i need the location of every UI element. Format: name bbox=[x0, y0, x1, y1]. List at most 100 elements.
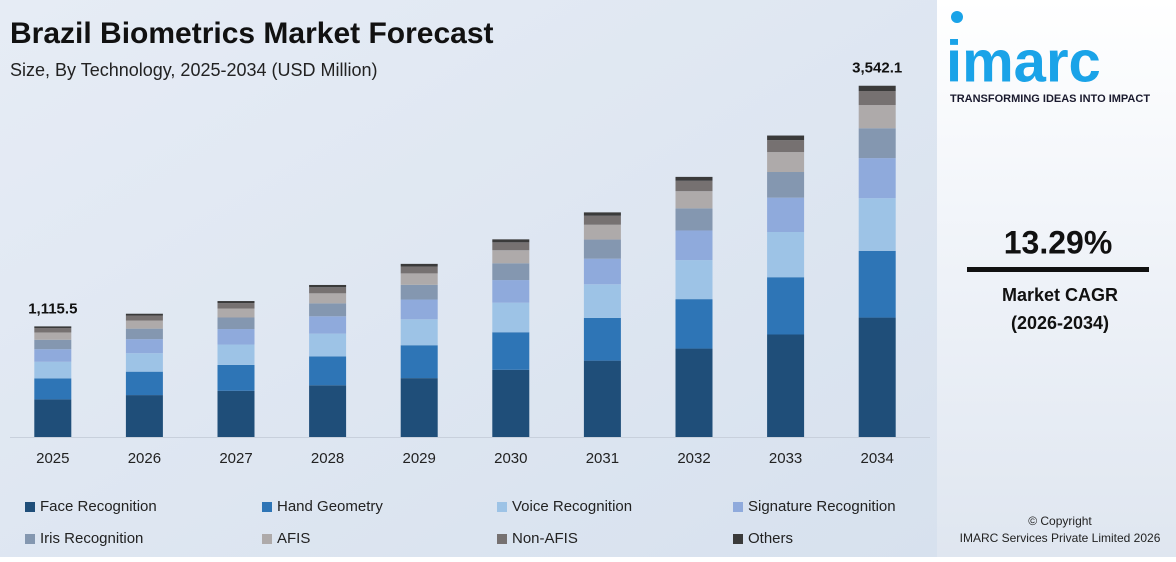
bar-segment bbox=[858, 91, 896, 106]
bar-segment bbox=[309, 385, 347, 437]
legend-swatch bbox=[733, 502, 743, 512]
bar-segment bbox=[34, 339, 72, 350]
x-tick-label: 2026 bbox=[128, 450, 161, 467]
bar-segment bbox=[34, 328, 72, 333]
bar-segment bbox=[767, 334, 805, 437]
bar-segment bbox=[34, 326, 72, 329]
bar-segment bbox=[492, 302, 530, 333]
bar-segment bbox=[400, 378, 438, 437]
bar-segment bbox=[675, 260, 713, 300]
bar-segment bbox=[492, 263, 530, 281]
x-tick-label: 2030 bbox=[494, 450, 527, 467]
logo: imarc bbox=[946, 29, 1101, 94]
legend-label: Non-AFIS bbox=[512, 530, 578, 547]
bar-segment bbox=[767, 197, 805, 233]
company: IMARC Services Private Limited 2026 bbox=[960, 531, 1161, 545]
bar-segment bbox=[125, 328, 163, 340]
bar-segment bbox=[492, 332, 530, 370]
bar-segment bbox=[492, 280, 530, 303]
bar-segment bbox=[125, 395, 163, 437]
bar-segment bbox=[675, 208, 713, 231]
bar-segment bbox=[125, 353, 163, 372]
logo-dot bbox=[951, 11, 963, 23]
legend-label: Voice Recognition bbox=[512, 498, 632, 515]
bar-segment bbox=[125, 371, 163, 396]
bar-segment bbox=[400, 345, 438, 379]
bar-segment bbox=[400, 299, 438, 320]
bar-segment bbox=[400, 263, 438, 267]
bar-segment bbox=[767, 172, 805, 198]
bar-segment bbox=[217, 364, 255, 391]
bar-segment bbox=[125, 339, 163, 354]
legend-swatch bbox=[733, 534, 743, 544]
cagr-label: Market CAGR bbox=[1002, 285, 1118, 305]
legend-swatch bbox=[25, 534, 35, 544]
bar-segment bbox=[675, 191, 713, 209]
bar-segment bbox=[583, 212, 621, 216]
legend-label: AFIS bbox=[277, 530, 310, 547]
legend-swatch bbox=[25, 502, 35, 512]
x-tick-label: 2031 bbox=[586, 450, 619, 467]
bar-segment bbox=[400, 319, 438, 346]
tagline: TRANSFORMING IDEAS INTO IMPACT bbox=[950, 93, 1150, 105]
legend-swatch bbox=[497, 534, 507, 544]
bar-segment bbox=[858, 105, 896, 129]
bar-segment bbox=[675, 299, 713, 349]
chart-title: Brazil Biometrics Market Forecast bbox=[10, 17, 494, 50]
bar-segment bbox=[217, 303, 255, 309]
bar-segment bbox=[309, 316, 347, 334]
bar-segment bbox=[583, 224, 621, 240]
bar-segment bbox=[858, 158, 896, 199]
bar-segment bbox=[217, 390, 255, 437]
bar-segment bbox=[583, 215, 621, 225]
bar-segment bbox=[125, 320, 163, 329]
bar-segment bbox=[217, 344, 255, 365]
bar-segment bbox=[34, 349, 72, 362]
bar-segment bbox=[583, 239, 621, 259]
copyright: © Copyright bbox=[1028, 514, 1092, 528]
bar-segment bbox=[492, 250, 530, 264]
total-label: 1,115.5 bbox=[28, 300, 77, 317]
bar-segment bbox=[858, 198, 896, 251]
legend-label: Hand Geometry bbox=[277, 498, 383, 515]
bar-segment bbox=[34, 361, 72, 379]
bar-segment bbox=[400, 284, 438, 300]
x-tick-label: 2028 bbox=[311, 450, 344, 467]
bar-segment bbox=[858, 317, 896, 437]
legend-label: Iris Recognition bbox=[40, 530, 143, 547]
bar-segment bbox=[34, 399, 72, 437]
bar-segment bbox=[492, 369, 530, 437]
bar-segment bbox=[583, 284, 621, 318]
bar-segment bbox=[767, 152, 805, 173]
legend-swatch bbox=[262, 534, 272, 544]
bar-segment bbox=[34, 378, 72, 400]
bar-segment bbox=[492, 239, 530, 243]
bar-segment bbox=[125, 315, 163, 321]
bar-segment bbox=[583, 258, 621, 285]
bar-segment bbox=[217, 329, 255, 345]
legend-swatch bbox=[497, 502, 507, 512]
bar-segment bbox=[675, 348, 713, 437]
bar-segment bbox=[309, 287, 347, 294]
cagr-period: (2026-2034) bbox=[1011, 313, 1109, 333]
x-tick-label: 2027 bbox=[219, 450, 252, 467]
bar-segment bbox=[675, 230, 713, 261]
legend-swatch bbox=[262, 502, 272, 512]
bar-segment bbox=[309, 284, 347, 288]
bar-segment bbox=[767, 277, 805, 335]
x-tick-label: 2033 bbox=[769, 450, 802, 467]
bar-segment bbox=[309, 333, 347, 357]
bar-segment bbox=[675, 180, 713, 192]
bar-segment bbox=[34, 332, 72, 340]
x-tick-label: 2029 bbox=[403, 450, 436, 467]
bar-segment bbox=[767, 135, 805, 141]
sidebar-background bbox=[937, 0, 1176, 557]
bar-segment bbox=[767, 140, 805, 153]
bar-segment bbox=[309, 356, 347, 386]
bar-segment bbox=[858, 128, 896, 159]
x-tick-label: 2032 bbox=[677, 450, 710, 467]
legend-label: Signature Recognition bbox=[748, 498, 896, 515]
bar-segment bbox=[400, 273, 438, 285]
cagr-value: 13.29% bbox=[1004, 224, 1113, 260]
